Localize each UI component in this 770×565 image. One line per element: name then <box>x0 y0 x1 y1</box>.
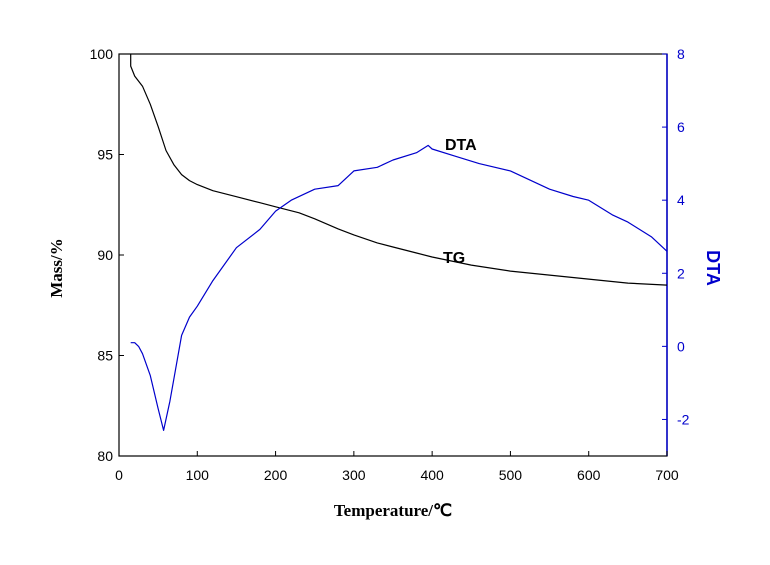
x-tick-label: 0 <box>115 467 123 483</box>
y-right-tick-label: 0 <box>677 338 685 354</box>
y-left-tick-label: 95 <box>97 147 113 163</box>
tg-curve-label: TG <box>443 250 465 267</box>
x-tick-label: 600 <box>577 467 601 483</box>
y-right-axis-title: DTA <box>703 250 723 286</box>
x-tick-label: 500 <box>499 467 523 483</box>
y-right-tick-label: 6 <box>677 119 685 135</box>
y-right-tick-label: 8 <box>677 46 685 62</box>
dta-curve-label: DTA <box>445 137 477 154</box>
plot-frame <box>118 53 668 457</box>
x-axis-ticks: 0 100 200 300 400 500 600 700 <box>115 451 679 483</box>
x-tick-label: 100 <box>186 467 210 483</box>
y-right-tick-label: 2 <box>677 265 685 281</box>
x-tick-label: 300 <box>342 467 366 483</box>
y-left-axis-ticks: 80 85 90 95 100 <box>90 46 124 464</box>
series-line-dta <box>130 144 668 431</box>
y-right-tick-label: 4 <box>677 192 685 208</box>
y-left-tick-label: 100 <box>90 46 114 62</box>
x-tick-label: 400 <box>420 467 444 483</box>
y-left-tick-label: 90 <box>97 247 113 263</box>
y-left-tick-label: 85 <box>97 348 113 364</box>
x-tick-label: 200 <box>264 467 288 483</box>
x-tick-label: 700 <box>655 467 679 483</box>
y-left-tick-label: 80 <box>97 448 113 464</box>
y-right-tick-label: -2 <box>677 411 690 427</box>
y-right-axis-ticks: -2 0 2 4 6 8 <box>662 46 690 427</box>
y-left-axis-title: Mass/% <box>47 238 66 298</box>
x-axis-title: Temperature/℃ <box>334 501 452 520</box>
series-line-tg <box>130 54 668 286</box>
series-layer <box>130 54 668 431</box>
